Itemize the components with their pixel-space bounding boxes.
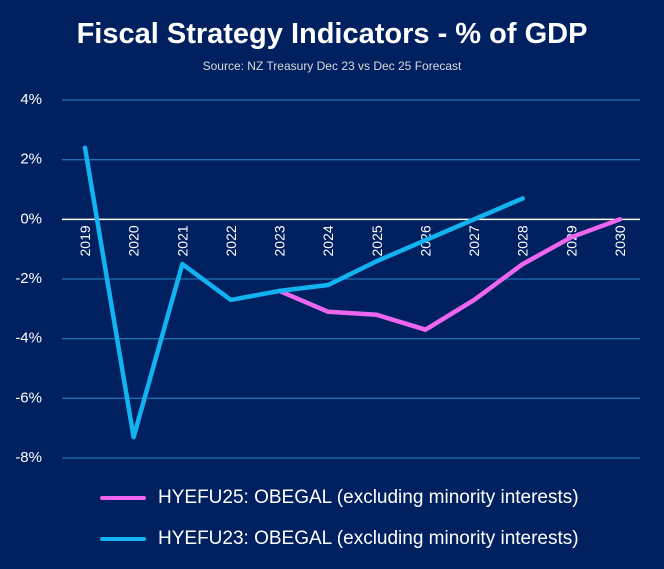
legend-swatch-hyefu25 (100, 496, 146, 500)
series-line-hyefu25 (277, 217, 623, 332)
y-tick-label: -6% (15, 389, 42, 406)
legend-item-hyefu23: HYEFU23: OBEGAL (excluding minority inte… (100, 528, 660, 550)
x-tick-label: 2024 (320, 225, 336, 256)
y-tick-label: 2% (20, 151, 42, 168)
y-tick-label: -8% (15, 449, 42, 466)
x-tick-label: 2019 (77, 225, 93, 256)
y-tick-label: 0% (20, 210, 42, 227)
x-tick-label: 2028 (515, 225, 531, 256)
x-tick-label: 2029 (563, 225, 579, 256)
x-tick-label: 2023 (272, 225, 288, 256)
x-tick-label: 2030 (612, 225, 628, 256)
y-tick-label: -2% (15, 270, 42, 287)
x-tick-label: 2021 (174, 225, 190, 256)
chart-subtitle: Source: NZ Treasury Dec 23 vs Dec 25 For… (202, 59, 462, 73)
x-tick-label: 2027 (466, 225, 482, 256)
chart-title: Fiscal Strategy Indicators - % of GDP (76, 18, 588, 50)
legend-label-hyefu25: HYEFU25: OBEGAL (excluding minority inte… (158, 487, 579, 508)
y-tick-label: 4% (20, 91, 42, 108)
x-tick-label: 2022 (223, 225, 239, 256)
series-line-hyefu23 (82, 145, 525, 440)
legend-item-hyefu25: HYEFU25: OBEGAL (excluding minority inte… (100, 487, 660, 509)
legend-swatch-hyefu23 (100, 537, 146, 541)
legend-label-hyefu23: HYEFU23: OBEGAL (excluding minority inte… (158, 528, 579, 549)
y-tick-label: -4% (15, 330, 42, 347)
x-tick-label: 2020 (126, 225, 142, 256)
x-tick-label: 2025 (369, 225, 385, 256)
